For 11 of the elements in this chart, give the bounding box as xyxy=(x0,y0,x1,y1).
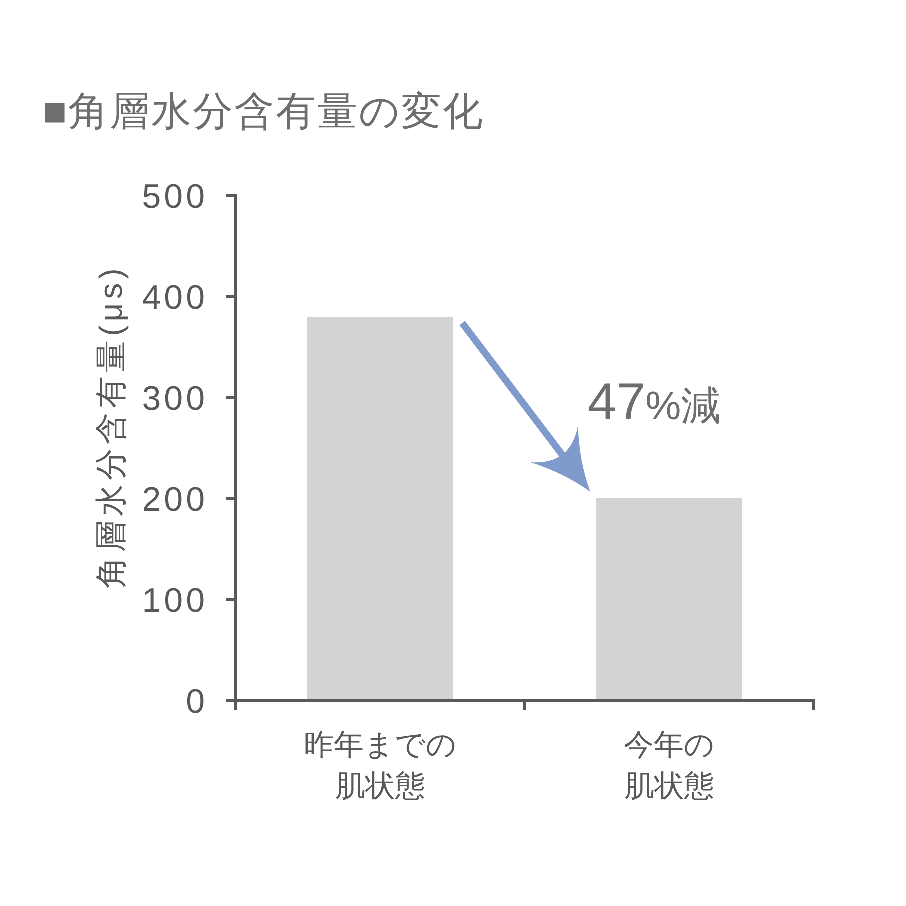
y-axis-title: 角層水分含有量(μs) xyxy=(93,264,129,588)
x-tick-label: 昨年までの肌状態 xyxy=(302,728,458,805)
y-tick-label: 500 xyxy=(142,178,208,216)
y-tick-label: 0 xyxy=(186,683,208,721)
y-tick-label: 400 xyxy=(142,279,208,317)
annotation: 47%減 xyxy=(588,374,722,432)
y-tick-label: 300 xyxy=(142,380,208,418)
y-tick-label: 100 xyxy=(142,582,208,620)
chart-title: ■角層水分含有量の変化 xyxy=(43,90,485,134)
x-tick-label: 今年の肌状態 xyxy=(622,728,716,805)
y-tick-label: 200 xyxy=(142,481,208,519)
